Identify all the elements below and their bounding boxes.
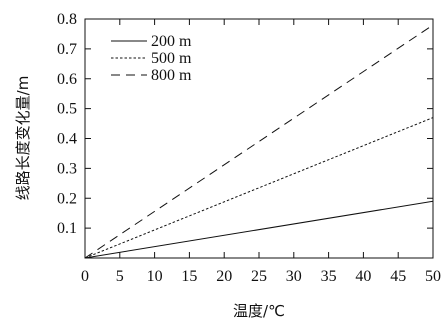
x-tick-label: 40	[355, 268, 371, 285]
series-line-3	[84, 24, 434, 259]
y-tick-label: 0.7	[57, 41, 77, 58]
y-tick-label: 0.2	[57, 190, 77, 207]
axes: 0 5 10 15 20 25 30 35 40 45 50 0.1 0.2 0.3 0.4 0.5 0.6 0.…	[57, 11, 441, 285]
x-tick-label: 20	[216, 268, 232, 285]
x-tick-label: 0	[81, 268, 89, 285]
y-tick-label: 0.6	[57, 71, 77, 88]
y-tick-label: 0.4	[57, 131, 77, 148]
legend-label-2: 500 m	[151, 50, 192, 67]
x-tick-label: 30	[286, 268, 302, 285]
x-tick-label: 35	[321, 268, 337, 285]
y-tick-label: 0.3	[57, 160, 77, 177]
y-tick-label: 0.8	[57, 11, 77, 28]
x-axis-label: 温度/℃	[233, 302, 285, 320]
x-tick-label: 10	[147, 268, 163, 285]
x-tick-label: 45	[390, 268, 406, 285]
x-tick-label: 25	[251, 268, 267, 285]
legend-label-1: 200 m	[151, 33, 192, 50]
series-line-1	[84, 200, 434, 259]
x-tick-label: 50	[425, 268, 441, 285]
legend-label-3: 800 m	[151, 67, 192, 84]
series-lines	[84, 24, 434, 259]
plot-frame	[84, 18, 434, 259]
y-tick-label: 0.5	[57, 101, 77, 118]
y-axis-label: 线路长度变化量/m	[14, 76, 32, 201]
series-line-2	[84, 117, 434, 259]
x-tick-label: 15	[181, 268, 197, 285]
x-tick-label: 5	[116, 268, 124, 285]
y-tick-label: 0.1	[57, 220, 77, 237]
